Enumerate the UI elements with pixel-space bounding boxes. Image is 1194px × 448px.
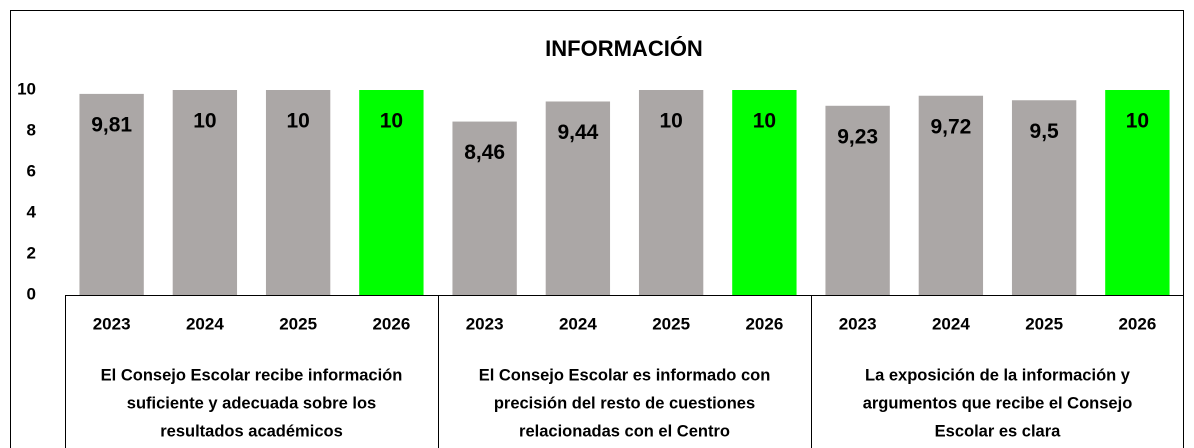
y-tick-label: 4 — [27, 202, 37, 221]
group-label: La exposición de la información y — [865, 366, 1131, 384]
bar — [265, 90, 331, 295]
group-label: resultados académicos — [160, 422, 343, 440]
bar — [732, 90, 797, 295]
data-label: 10 — [1126, 110, 1149, 133]
y-tick-label: 2 — [27, 243, 36, 262]
group-label: suficiente y adecuada sobre los — [127, 394, 376, 412]
bar — [825, 105, 890, 295]
data-label: 9,72 — [930, 115, 971, 138]
group-label: relacionadas con el Centro — [519, 422, 730, 440]
x-tick-label: 2025 — [279, 314, 317, 333]
bar — [452, 121, 517, 295]
bar — [918, 95, 984, 296]
x-tick-label: 2025 — [652, 314, 690, 333]
data-label: 10 — [659, 110, 682, 133]
group-label: El Consejo Escolar es informado con — [479, 366, 771, 384]
bar — [172, 90, 238, 295]
x-tick-label: 2024 — [559, 314, 597, 333]
data-label: 9,44 — [557, 121, 598, 144]
bar — [545, 101, 611, 295]
x-tick-label: 2023 — [466, 314, 504, 333]
data-label: 9,81 — [91, 113, 132, 136]
bar — [1011, 100, 1077, 295]
data-label: 9,23 — [837, 125, 878, 148]
group-label: El Consejo Escolar recibe información — [101, 366, 403, 384]
bar — [359, 90, 424, 295]
x-tick-label: 2024 — [186, 314, 224, 333]
y-tick-label: 10 — [17, 79, 36, 98]
x-tick-label: 2026 — [1118, 314, 1156, 333]
y-tick-label: 6 — [27, 161, 36, 180]
x-tick-label: 2023 — [93, 314, 131, 333]
data-label: 10 — [380, 110, 403, 133]
group-label: precisión del resto de cuestiones — [494, 394, 755, 412]
y-tick-label: 8 — [27, 120, 36, 139]
x-tick-label: 2026 — [745, 314, 783, 333]
x-tick-label: 2025 — [1025, 314, 1063, 333]
data-label: 10 — [753, 110, 776, 133]
data-label: 10 — [193, 110, 216, 133]
data-label: 8,46 — [464, 141, 505, 164]
chart-title: INFORMACIÓN — [545, 36, 703, 61]
data-label: 9,5 — [1030, 120, 1060, 143]
bar — [638, 90, 704, 295]
bar — [79, 93, 144, 296]
x-tick-label: 2023 — [839, 314, 877, 333]
data-label: 10 — [286, 110, 309, 133]
bar — [1105, 90, 1170, 295]
group-label: argumentos que recibe el Consejo — [863, 394, 1133, 412]
x-tick-label: 2024 — [932, 314, 970, 333]
x-tick-label: 2026 — [372, 314, 410, 333]
y-tick-label: 0 — [27, 284, 36, 303]
group-label: Escolar es clara — [935, 422, 1061, 440]
